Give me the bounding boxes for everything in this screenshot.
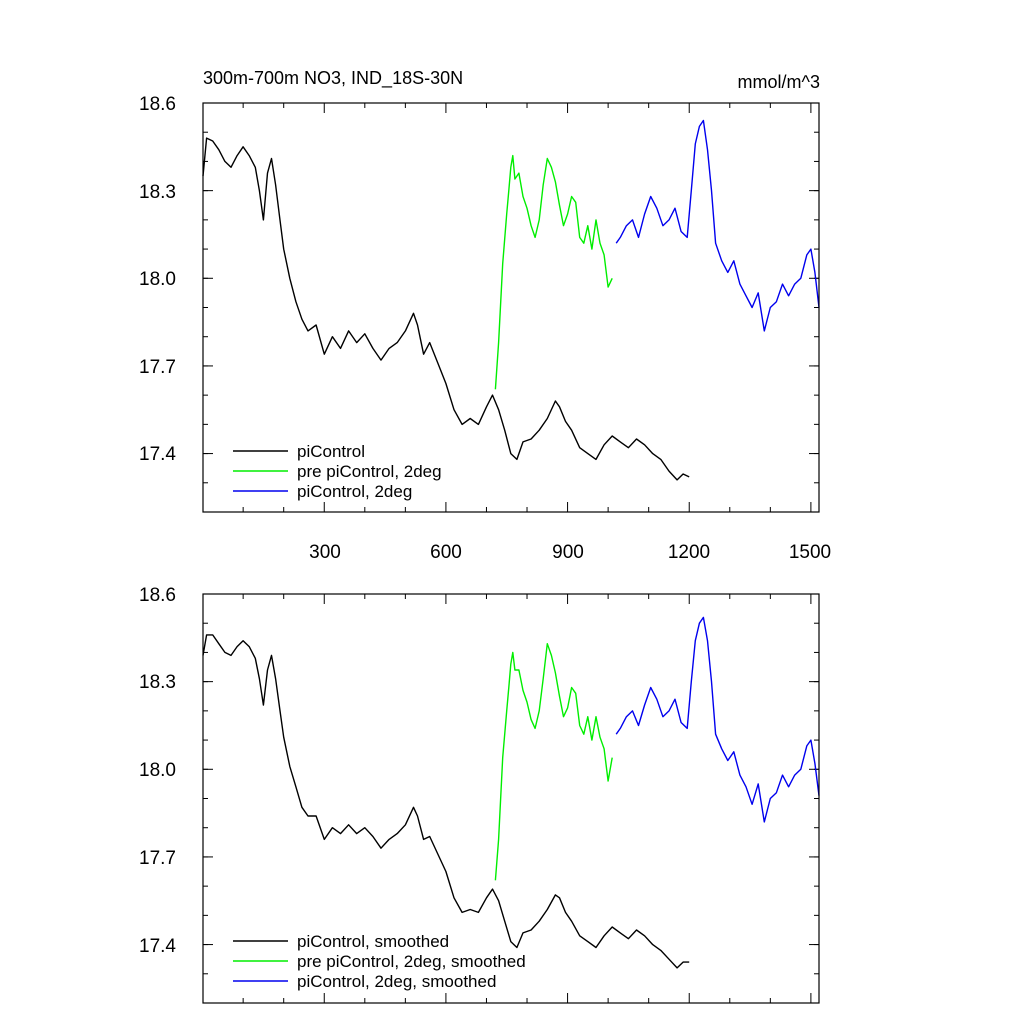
top-panel: 300m-700m NO3, IND_18S-30N mmol/m^3 18.6… xyxy=(139,68,831,563)
bottom-y-tick-label-18-0: 18.0 xyxy=(139,760,176,781)
bottom-series-line-1 xyxy=(202,634,690,969)
top-series-lines xyxy=(202,119,820,481)
bottom-series-lines xyxy=(202,616,820,969)
top-legend-label-picontrol-2deg: piControl, 2deg xyxy=(297,482,412,501)
bottom-y-tick-labels: 18.6 18.3 18.0 17.7 17.4 xyxy=(139,585,176,957)
top-x-tick-label-300: 300 xyxy=(309,542,341,563)
top-series-line-2 xyxy=(494,154,613,390)
bottom-legend-label-picontrol-2deg-smoothed: piControl, 2deg, smoothed xyxy=(297,972,496,991)
bottom-series-line-3 xyxy=(615,616,820,823)
top-y-tick-labels: 18.6 18.3 18.0 17.7 17.4 xyxy=(139,94,176,465)
top-y-tick-label-18-0: 18.0 xyxy=(139,269,176,290)
top-x-tick-label-900: 900 xyxy=(552,542,584,563)
top-x-tick-label-1200: 1200 xyxy=(668,542,710,563)
top-y-tick-label-18-3: 18.3 xyxy=(139,182,176,203)
chart-title: 300m-700m NO3, IND_18S-30N xyxy=(203,68,463,89)
bottom-legend: piControl, smoothed pre piControl, 2deg,… xyxy=(233,932,526,991)
units-label: mmol/m^3 xyxy=(738,72,820,92)
top-series-line-1 xyxy=(202,137,690,481)
top-legend: piControl pre piControl, 2deg piControl,… xyxy=(233,442,442,501)
bottom-series-line-2 xyxy=(494,643,613,881)
bottom-legend-label-pre-picontrol-2deg-smoothed: pre piControl, 2deg, smoothed xyxy=(297,952,526,971)
bottom-legend-label-picontrol-smoothed: piControl, smoothed xyxy=(297,932,449,951)
bottom-y-tick-label-18-3: 18.3 xyxy=(139,672,176,693)
top-y-tick-label-17-4: 17.4 xyxy=(139,444,176,465)
bottom-plot-frame xyxy=(202,593,820,1004)
top-legend-label-pre-picontrol-2deg: pre piControl, 2deg xyxy=(297,462,442,481)
top-legend-label-picontrol: piControl xyxy=(297,442,365,461)
top-plot-frame xyxy=(202,102,820,513)
bottom-y-tick-label-17-4: 17.4 xyxy=(139,936,176,957)
top-x-tick-label-1500: 1500 xyxy=(789,542,831,563)
top-y-tick-label-17-7: 17.7 xyxy=(139,357,176,378)
top-x-tick-label-600: 600 xyxy=(430,542,462,563)
top-x-tick-labels: 300 600 900 1200 1500 xyxy=(309,542,831,563)
top-y-tick-label-18-6: 18.6 xyxy=(139,94,176,115)
bottom-panel: 18.6 18.3 18.0 17.7 17.4 piControl, smoo… xyxy=(139,585,820,1004)
bottom-y-tick-label-18-6: 18.6 xyxy=(139,585,176,606)
bottom-y-tick-label-17-7: 17.7 xyxy=(139,848,176,869)
top-series-line-3 xyxy=(615,119,820,332)
